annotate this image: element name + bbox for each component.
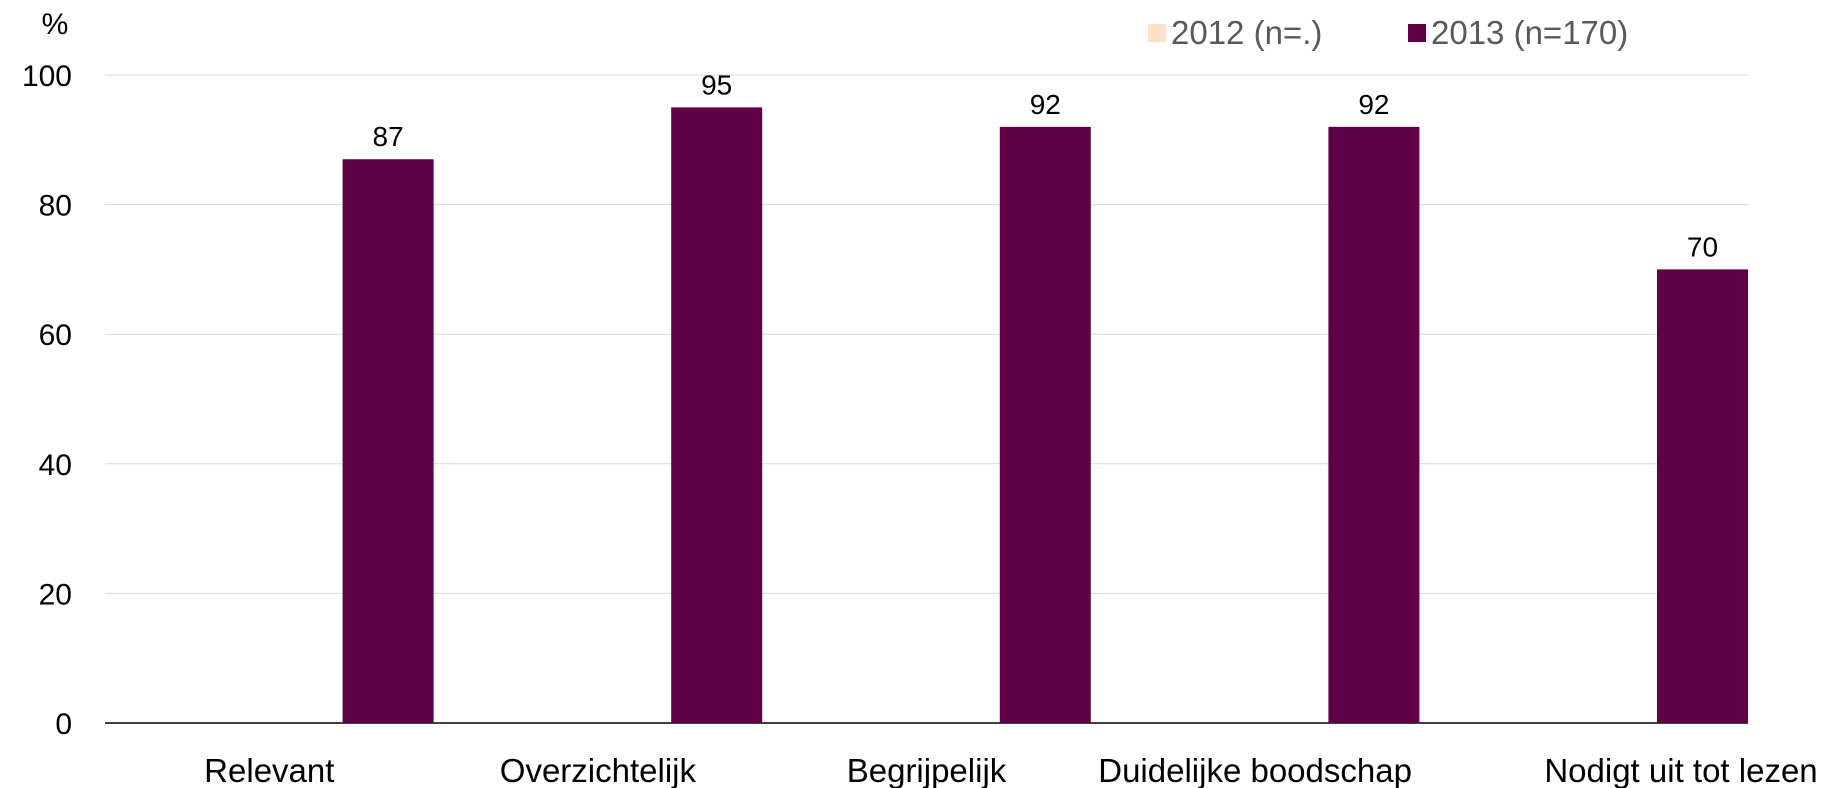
bar <box>999 126 1091 724</box>
legend-swatch-2012 <box>1148 24 1166 42</box>
y-tick-label: 20 <box>39 578 72 611</box>
legend-item-2013: 2013 (n=170) <box>1408 14 1628 52</box>
x-tick-label: Begrijpelijk <box>847 752 1007 788</box>
data-label: 92 <box>1358 89 1389 120</box>
x-tick-label: Nodigt uit tot lezen <box>1544 752 1817 788</box>
data-label: 70 <box>1687 231 1718 262</box>
x-tick-label: Relevant <box>204 752 334 788</box>
y-tick-labels: 0 20 40 60 80 100 <box>22 60 72 741</box>
bar <box>671 107 763 723</box>
x-tick-label: Overzichtelijk <box>500 752 697 788</box>
x-tick-label: Duidelijke boodschap <box>1098 752 1412 788</box>
legend-swatch-2013 <box>1408 24 1426 42</box>
legend-label-2013: 2013 (n=170) <box>1431 14 1629 51</box>
data-label: 95 <box>701 69 732 100</box>
bars <box>342 107 1748 724</box>
x-tick-labels: Relevant Overzichtelijk Begrijpelijk Duidel… <box>204 752 1817 788</box>
data-label: 92 <box>1030 89 1061 120</box>
y-tick-label: 60 <box>39 319 72 352</box>
legend-item-2012: 2012 (n=.) <box>1148 14 1322 52</box>
data-labels: 87 95 92 92 70 <box>373 69 1719 262</box>
bar <box>1328 126 1420 724</box>
y-tick-label: 100 <box>22 60 72 93</box>
y-tick-label: 80 <box>39 190 72 223</box>
y-axis-label: % <box>42 8 69 41</box>
data-label: 87 <box>373 121 404 152</box>
legend-label-2012: 2012 (n=.) <box>1171 14 1323 51</box>
bar <box>1657 269 1748 723</box>
bar <box>342 159 434 724</box>
y-tick-label: 0 <box>55 708 72 741</box>
y-tick-label: 40 <box>39 449 72 482</box>
